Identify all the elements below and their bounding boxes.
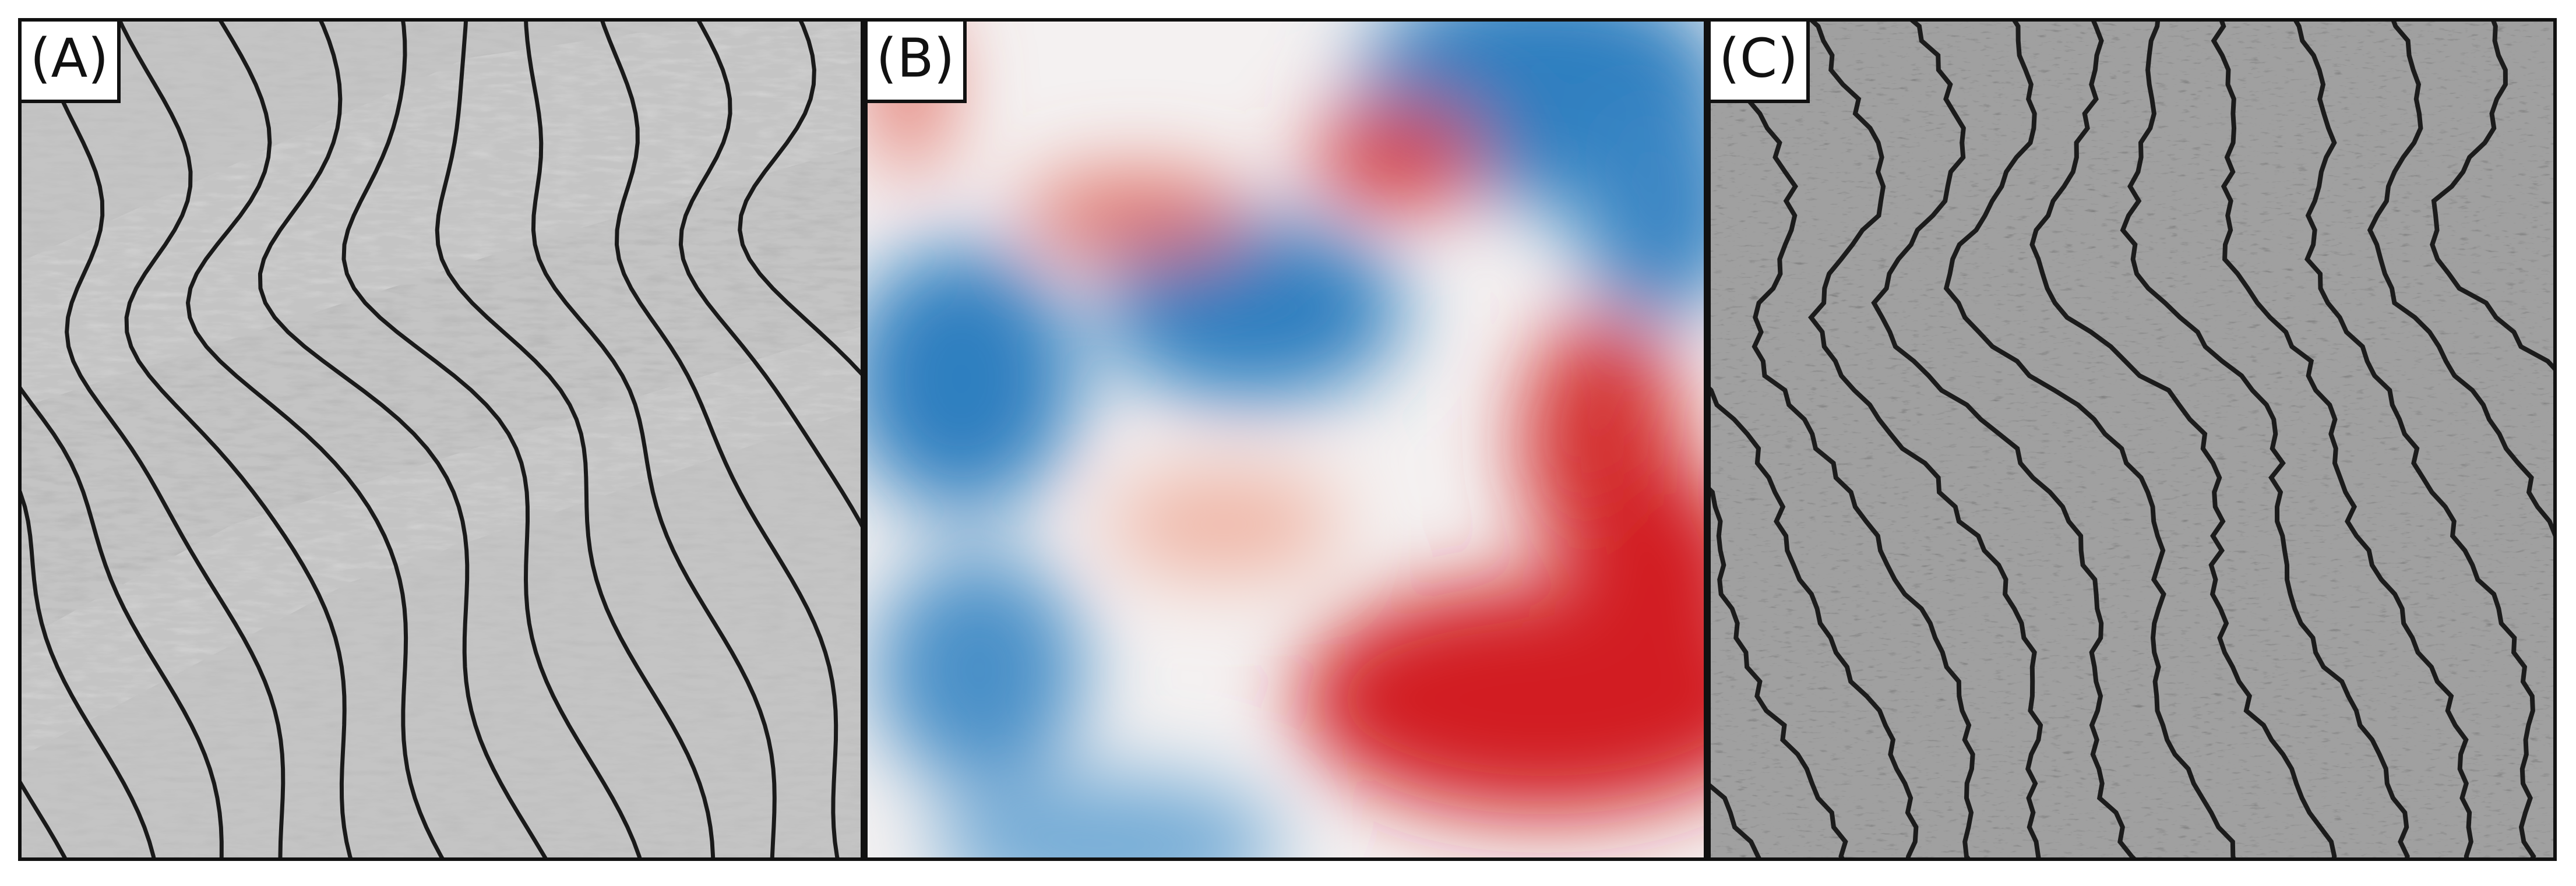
panel-b	[845, 0, 1789, 886]
panel-label-text: (A)	[30, 27, 109, 89]
panel-label-text: (C)	[1719, 27, 1798, 89]
figure: (A) (B) (C)	[0, 0, 2576, 886]
panel-label: (C)	[1709, 20, 1808, 101]
panel-label-text: (B)	[876, 27, 955, 89]
panel-label: (A)	[20, 20, 119, 101]
panel-label: (B)	[866, 20, 965, 101]
